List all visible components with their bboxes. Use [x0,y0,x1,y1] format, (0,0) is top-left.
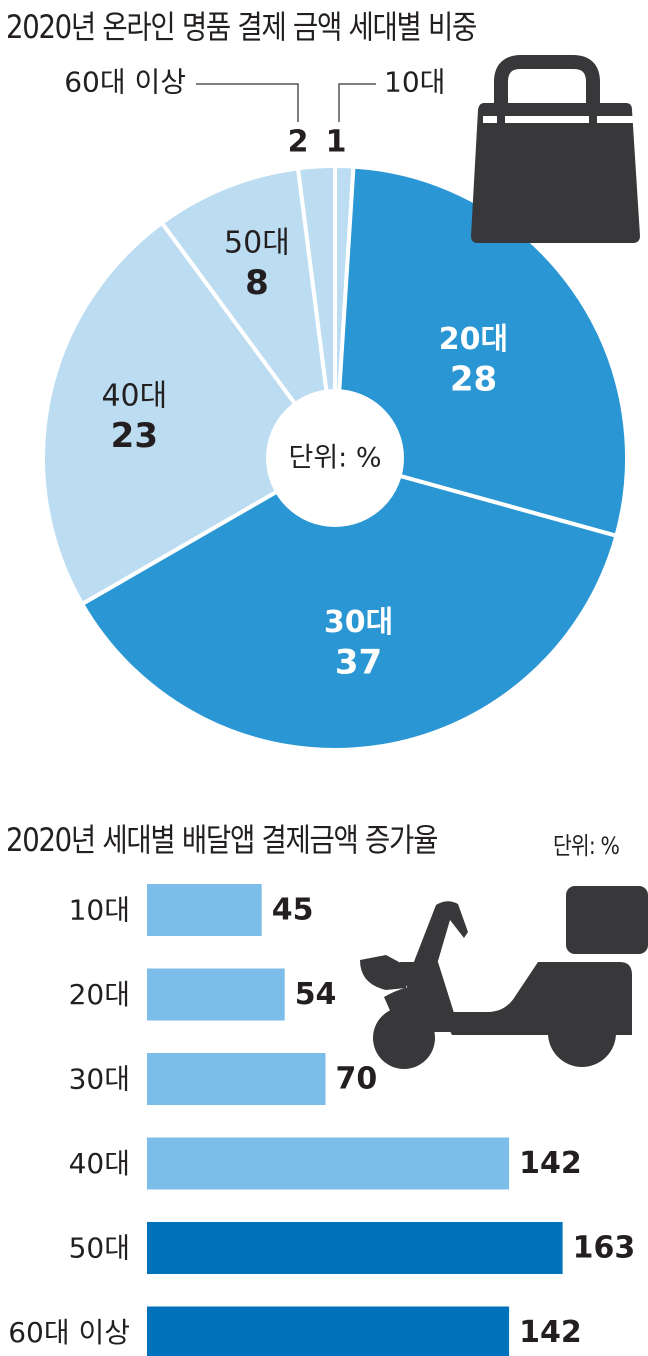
bar-value-label: 70 [336,1062,378,1097]
bar [147,968,285,1021]
pie-slice-2 [79,455,619,752]
pie-slice-4 [159,166,338,466]
bar [147,1053,326,1105]
pie-slice-1 [332,164,629,539]
pie-label-category: 60대 이상 [64,66,186,99]
bar-value-label: 54 [295,977,337,1012]
pie-label-category: 20대 [439,322,508,357]
pie-label-category: 50대 [224,226,290,261]
pie-label-value: 2 [288,125,309,160]
pie-label-value: 1 [326,125,347,160]
leader-line [338,83,376,122]
bar-chart: 10대 45 20대 54 30대 70 40대 142 50대 163 60대 이상 142 [8,884,635,1356]
bar-category-label: 40대 [69,1147,130,1180]
bar-chart-title: 2020년 세대별 배달앱 결제금액 증가율 [6,821,438,859]
bar-chart-unit: 단위: % [553,832,620,860]
pie-label-value: 8 [245,263,269,303]
pie-slice-3 [41,220,338,607]
bar-category-label: 50대 [69,1232,130,1265]
pie-center-hole [266,389,404,527]
leader-line [196,83,299,122]
bar-category-label: 60대 이상 [8,1316,130,1349]
bar-category-label: 10대 [69,894,130,927]
pie-slice-5 [295,163,337,459]
bar-value-label: 142 [519,1146,582,1181]
bar [147,1222,563,1274]
pie-label-value: 28 [450,359,497,399]
bar-category-label: 20대 [69,978,130,1011]
pie-label-category: 40대 [101,379,167,414]
bar-value-label: 45 [272,893,314,928]
bar-value-label: 142 [519,1315,582,1350]
pie-label-value: 23 [111,416,158,456]
bar-value-label: 163 [573,1231,636,1266]
pie-label-category: 30대 [324,605,393,640]
pie-chart-title: 2020년 온라인 명품 결제 금액 세대별 비중 [6,8,477,46]
pie-unit-label: 단위: % [288,443,381,474]
shopping-bag-icon [471,55,640,243]
pie-label-value: 37 [335,643,382,683]
bar-category-label: 30대 [69,1063,130,1096]
delivery-scooter-icon [360,886,648,1069]
bar [147,884,262,936]
pie-chart [41,163,629,752]
bar [147,1306,510,1356]
pie-label-category: 10대 [384,66,445,99]
bar [147,1137,510,1190]
